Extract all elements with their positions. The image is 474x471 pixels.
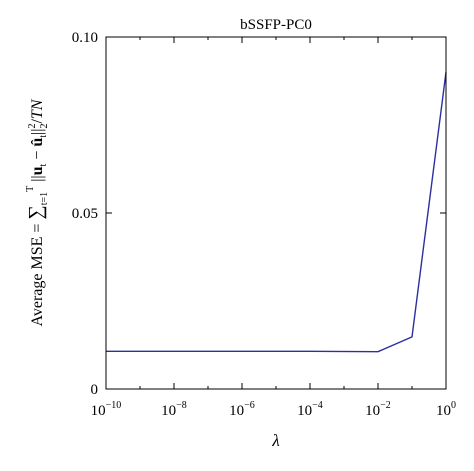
ticks-layer: 10−10 10−8 10−6 10−4 10−2 100 0 0.05 0.10: [72, 30, 456, 419]
series-layer: [106, 72, 447, 353]
chart-title: bSSFP-PC0: [240, 17, 312, 33]
x-tick-label: 10−10: [91, 400, 122, 419]
plot-frame: [105, 36, 447, 390]
x-tick-label: 10−2: [365, 400, 391, 419]
series-line: [106, 72, 447, 353]
y-axis-label: Average MSE = ∑t=1T ||ut − ût||22/TN: [25, 98, 50, 326]
x-tick-label: 10−6: [229, 400, 255, 419]
x-tick-label: 100: [436, 400, 456, 419]
y-tick-label: 0: [91, 382, 99, 398]
svg-text:Average MSE = ∑t=1T ||ut − ût|: Average MSE = ∑t=1T ||ut − ût||22/TN: [25, 98, 50, 326]
x-tick-label: 10−4: [297, 400, 323, 419]
x-tick-label: 10−8: [161, 400, 187, 419]
x-axis-label: λ: [271, 431, 279, 450]
y-tick-label: 0.05: [72, 206, 98, 222]
y-tick-label: 0.10: [72, 30, 98, 46]
